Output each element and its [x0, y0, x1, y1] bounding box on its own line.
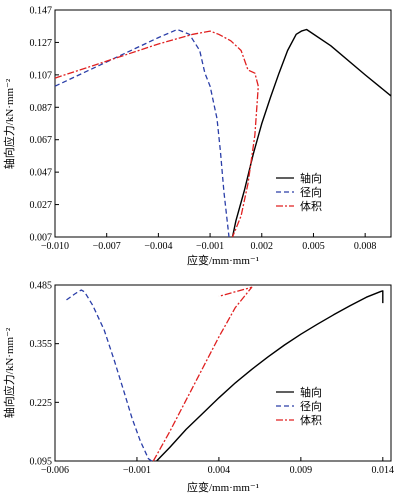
bottom-x-tick-label: −0.001 [123, 465, 151, 476]
top-y-axis-title: 轴向应力/kN·mm⁻² [2, 78, 16, 169]
bottom-series [66, 286, 384, 462]
top-y-tick-label: 0.067 [30, 135, 53, 146]
top-series-line-1 [231, 28, 392, 238]
bottom-series-line-2 [66, 289, 153, 462]
top-plot-frame [54, 9, 392, 238]
bottom-x-tick-label: 0.014 [372, 465, 395, 476]
top-x-tick-label: −0.007 [93, 241, 121, 252]
top-y-tick-label: 0.087 [30, 103, 53, 114]
top-series [54, 28, 392, 238]
bottom-series-line-3 [152, 286, 253, 462]
bottom-plot-frame [54, 284, 392, 462]
bottom-x-tick-label: 0.009 [290, 465, 313, 476]
bottom-y-tick-label: 0.355 [30, 339, 53, 350]
top-series-line-3 [54, 30, 259, 238]
bottom-x-axis-title: 应变/mm·mm⁻¹ [187, 480, 259, 494]
bottom-chart: −0.006 −0.001 0.004 0.009 0.014 0.0950.2250.… [2, 281, 394, 495]
bottom-y-tick-label: 0.225 [30, 398, 53, 409]
top-x-tick-label: −0.010 [41, 241, 69, 252]
bottom-legend-label-1: 轴向 [300, 385, 322, 399]
top-y-tick-label: 0.147 [30, 6, 53, 17]
bottom-y-ticks: 0.095 0.225 0.355 0.485 [30, 281, 59, 468]
top-series-line-2 [54, 28, 230, 238]
top-y-tick-label: 0.047 [30, 168, 53, 179]
bottom-series-line-1 [156, 290, 384, 462]
top-y-tick-label: 0.127 [30, 38, 53, 49]
top-y-tick-label: 0.027 [30, 200, 53, 211]
top-x-axis-title: 应变/mm·mm⁻¹ [187, 253, 259, 267]
top-x-tick-label: 0.008 [354, 241, 377, 252]
top-chart: −0.010 −0.007 −0.004 −0.001 0.002 0.005 0.008 … [2, 6, 392, 267]
top-x-tick-label: 0.005 [302, 241, 325, 252]
top-x-ticks: −0.010 −0.007 −0.004 −0.001 0.002 0.005 0.008 [41, 233, 376, 252]
top-y-tick-label: 0.107 [30, 70, 53, 81]
bottom-x-tick-label: −0.006 [41, 465, 69, 476]
top-x-tick-label: 0.002 [251, 241, 274, 252]
bottom-y-tick-label: 0.485 [30, 281, 53, 292]
top-legend-label-3: 体积 [300, 199, 322, 213]
bottom-legend-label-3: 体积 [300, 413, 322, 427]
top-y-tick-label: 0.007 [30, 233, 53, 244]
top-legend-label-2: 径向 [300, 185, 322, 199]
top-x-tick-label: −0.001 [196, 241, 224, 252]
bottom-y-tick-label: 0.095 [30, 457, 53, 468]
bottom-x-ticks: −0.006 −0.001 0.004 0.009 0.014 [41, 457, 394, 476]
bottom-legend-label-2: 径向 [300, 399, 322, 413]
top-legend-label-1: 轴向 [300, 171, 322, 185]
top-y-ticks: 0.007 0.027 0.047 0.067 0.087 0.107 0.127 0.147 [30, 6, 59, 244]
top-x-tick-label: −0.004 [144, 241, 172, 252]
bottom-x-tick-label: 0.004 [208, 465, 231, 476]
bottom-y-axis-title: 轴向应力/kN·mm⁻² [2, 327, 16, 418]
